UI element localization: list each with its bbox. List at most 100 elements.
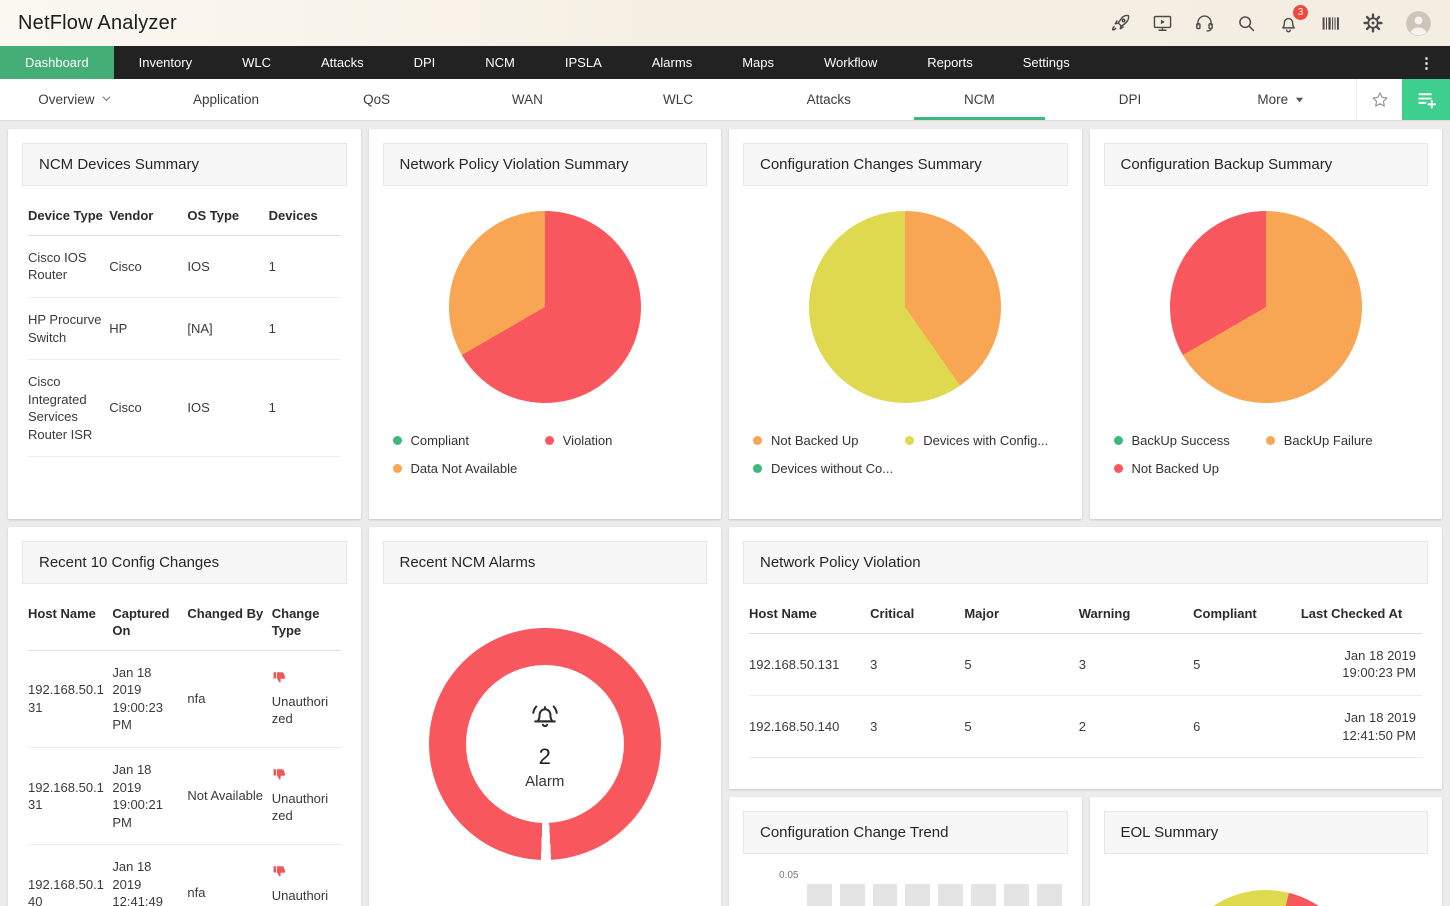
eol-pie-chart[interactable] — [1170, 890, 1361, 906]
table-header-row: Host Name Captured On Changed By Change … — [28, 596, 341, 651]
nav-item-alarms[interactable]: Alarms — [651, 55, 693, 70]
trend-bar[interactable] — [971, 884, 996, 906]
tab-wlc[interactable]: WLC — [603, 79, 754, 120]
nav-more-menu-icon[interactable]: ⋮ — [1419, 54, 1434, 72]
nav-item-dashboard[interactable]: Dashboard — [0, 46, 114, 79]
cell-compliant: 6 — [1193, 695, 1301, 759]
col-header-last-checked: Last Checked At — [1300, 596, 1422, 634]
cell-warning: 3 — [1078, 633, 1194, 696]
col-header-devices: Devices — [268, 198, 341, 236]
nav-item-inventory[interactable]: Inventory — [138, 55, 193, 70]
legend-label: Data Not Available — [410, 461, 518, 476]
trend-bars — [807, 884, 1062, 906]
legend-dot-icon — [905, 436, 915, 445]
nav-item-maps[interactable]: Maps — [742, 55, 774, 70]
legend-item-compliant[interactable]: Compliant — [392, 433, 545, 448]
thumbs-down-icon — [272, 864, 335, 884]
trend-bar[interactable] — [807, 884, 832, 906]
trend-bar[interactable] — [839, 884, 865, 906]
nav-item-dpi[interactable]: DPI — [413, 55, 436, 70]
col-header-os-type: OS Type — [187, 198, 269, 236]
card-title: Configuration Backup Summary — [1103, 143, 1428, 186]
tab-more[interactable]: More — [1205, 79, 1356, 120]
chart-legend: BackUp Success BackUp Failure Not Backed… — [1090, 433, 1443, 476]
legend-label: BackUp Failure — [1283, 433, 1373, 448]
nav-item-ipsla[interactable]: IPSLA — [564, 55, 602, 70]
table-row[interactable]: Cisco IOS Router Cisco IOS 1 — [28, 235, 341, 298]
trend-bar[interactable] — [1036, 884, 1062, 906]
recent-config-changes-table: Host Name Captured On Changed By Change … — [28, 596, 341, 906]
legend-item-not-backed-up[interactable]: Not Backed Up — [753, 433, 905, 448]
tab-dpi[interactable]: DPI — [1055, 79, 1206, 120]
barcode-icon[interactable] — [1320, 13, 1341, 34]
legend-item-backup-failure[interactable]: BackUp Failure — [1265, 433, 1418, 448]
tab-application[interactable]: Application — [151, 79, 302, 120]
col-header-host-name: Host Name — [749, 596, 871, 634]
presentation-icon[interactable] — [1152, 13, 1173, 34]
tab-ncm[interactable]: NCM — [904, 79, 1055, 120]
alarm-bell-icon — [526, 698, 564, 741]
tab-attacks[interactable]: Attacks — [753, 79, 904, 120]
tab-qos[interactable]: QoS — [301, 79, 452, 120]
nav-item-wlc[interactable]: WLC — [242, 55, 271, 70]
card-title: Recent 10 Config Changes — [22, 541, 347, 584]
table-row[interactable]: 192.168.50.131 3 5 3 5 Jan 18 2019 19:00… — [749, 633, 1422, 696]
chevron-down-icon — [101, 92, 112, 107]
notification-badge: 3 — [1293, 4, 1308, 20]
add-dashboard-button[interactable] — [1402, 79, 1450, 120]
alarms-donut-chart[interactable]: 2 Alarm — [428, 628, 661, 860]
legend-item-not-backed-up[interactable]: Not Backed Up — [1113, 461, 1266, 476]
table-row[interactable]: 192.168.50.131 Jan 18 2019 19:00:23 PM n… — [28, 650, 341, 748]
table-row[interactable]: 192.168.50.131 Jan 18 2019 19:00:21 PM N… — [28, 747, 341, 846]
legend-item-devices-without-config[interactable]: Devices without Co... — [753, 461, 905, 476]
rocket-icon[interactable] — [1110, 13, 1131, 34]
tab-label: WLC — [663, 92, 694, 107]
nav-item-workflow[interactable]: Workflow — [824, 55, 878, 70]
col-header-compliant: Compliant — [1193, 596, 1301, 634]
legend-dot-icon — [753, 464, 762, 473]
notification-bell-icon[interactable]: 3 — [1278, 4, 1308, 34]
settings-gear-icon[interactable] — [1362, 12, 1384, 34]
card-configuration-change-trend: Configuration Change Trend 0.05 — [729, 797, 1082, 906]
tab-wan[interactable]: WAN — [452, 79, 603, 120]
config-changes-pie-chart[interactable] — [809, 211, 1002, 403]
trend-bar[interactable] — [872, 884, 898, 906]
cell-change-type: Unauthorized — [271, 747, 341, 846]
search-icon[interactable] — [1236, 13, 1257, 34]
trend-bar[interactable] — [905, 884, 931, 906]
cell-vendor: HP — [109, 297, 188, 361]
policy-violation-pie-chart[interactable] — [448, 211, 641, 403]
table-header-row: Device Type Vendor OS Type Devices — [28, 198, 341, 236]
favorite-star-icon[interactable] — [1356, 79, 1402, 120]
table-row[interactable]: 192.168.50.140 3 5 2 6 Jan 18 2019 12:41… — [749, 695, 1422, 759]
cell-warning: 2 — [1078, 695, 1194, 759]
table-row[interactable]: 192.168.50.140 Jan 18 2019 12:41:49 PM n… — [28, 844, 341, 906]
legend-label: Compliant — [410, 433, 470, 448]
card-configuration-changes-summary: Configuration Changes Summary Not Backed… — [729, 129, 1082, 519]
trend-bar[interactable] — [938, 884, 964, 906]
legend-item-violation[interactable]: Violation — [544, 433, 697, 448]
cell-change-type: Unauthorized — [271, 844, 341, 906]
legend-item-backup-success[interactable]: BackUp Success — [1113, 433, 1266, 448]
tab-overview-label: Overview — [38, 92, 95, 107]
config-backup-pie-chart[interactable] — [1169, 211, 1362, 403]
legend-item-devices-with-config[interactable]: Devices with Config... — [905, 433, 1057, 448]
tab-label: QoS — [363, 92, 391, 107]
nav-item-settings[interactable]: Settings — [1022, 55, 1070, 70]
tab-overview[interactable]: Overview — [0, 79, 151, 120]
tab-label: WAN — [511, 92, 543, 107]
cell-host-name: 192.168.50.131 — [28, 747, 113, 846]
table-row[interactable]: Cisco Integrated Services Router ISR Cis… — [28, 359, 341, 458]
nav-item-attacks[interactable]: Attacks — [320, 55, 364, 70]
config-change-trend-chart[interactable]: 0.05 — [745, 866, 1066, 906]
support-headset-icon[interactable] — [1194, 13, 1215, 34]
nav-item-reports[interactable]: Reports — [927, 55, 973, 70]
card-recent-config-changes: Recent 10 Config Changes Host Name Captu… — [8, 527, 361, 906]
col-header-critical: Critical — [870, 596, 965, 634]
legend-item-data-not-available[interactable]: Data Not Available — [392, 461, 545, 476]
nav-item-ncm[interactable]: NCM — [485, 55, 515, 70]
table-row[interactable]: HP Procurve Switch HP [NA] 1 — [28, 297, 341, 361]
cell-changed-by: nfa — [187, 650, 272, 748]
trend-bar[interactable] — [1003, 884, 1029, 906]
user-avatar[interactable] — [1405, 10, 1432, 37]
